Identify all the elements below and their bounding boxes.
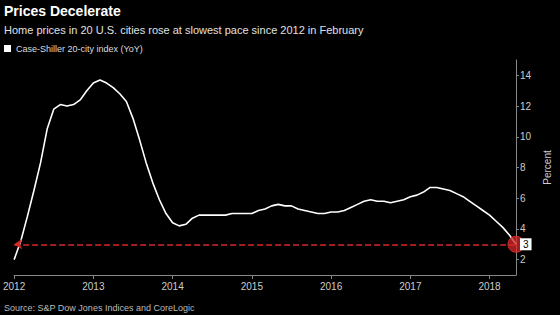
svg-text:3: 3: [523, 239, 529, 250]
svg-text:2015: 2015: [241, 281, 264, 292]
svg-text:14: 14: [520, 70, 532, 81]
svg-text:2: 2: [520, 254, 526, 265]
svg-text:2013: 2013: [82, 281, 105, 292]
svg-text:2014: 2014: [161, 281, 184, 292]
svg-text:Prices Decelerate: Prices Decelerate: [4, 3, 121, 19]
svg-text:2016: 2016: [320, 281, 343, 292]
svg-text:2012: 2012: [3, 281, 26, 292]
svg-text:6: 6: [520, 193, 526, 204]
svg-text:8: 8: [520, 162, 526, 173]
svg-text:4: 4: [520, 223, 526, 234]
svg-text:Home prices in 20 U.S. cities: Home prices in 20 U.S. cities rose at sl…: [4, 24, 364, 36]
svg-text:Source: S&P Dow Jones Indices: Source: S&P Dow Jones Indices and CoreLo…: [4, 303, 195, 313]
svg-text:2017: 2017: [399, 281, 422, 292]
svg-text:Percent: Percent: [542, 150, 553, 185]
svg-text:2018: 2018: [478, 281, 501, 292]
svg-text:10: 10: [520, 131, 532, 142]
svg-text:Case-Shiller 20-city index (Yo: Case-Shiller 20-city index (YoY): [16, 44, 143, 54]
svg-text:12: 12: [520, 101, 532, 112]
